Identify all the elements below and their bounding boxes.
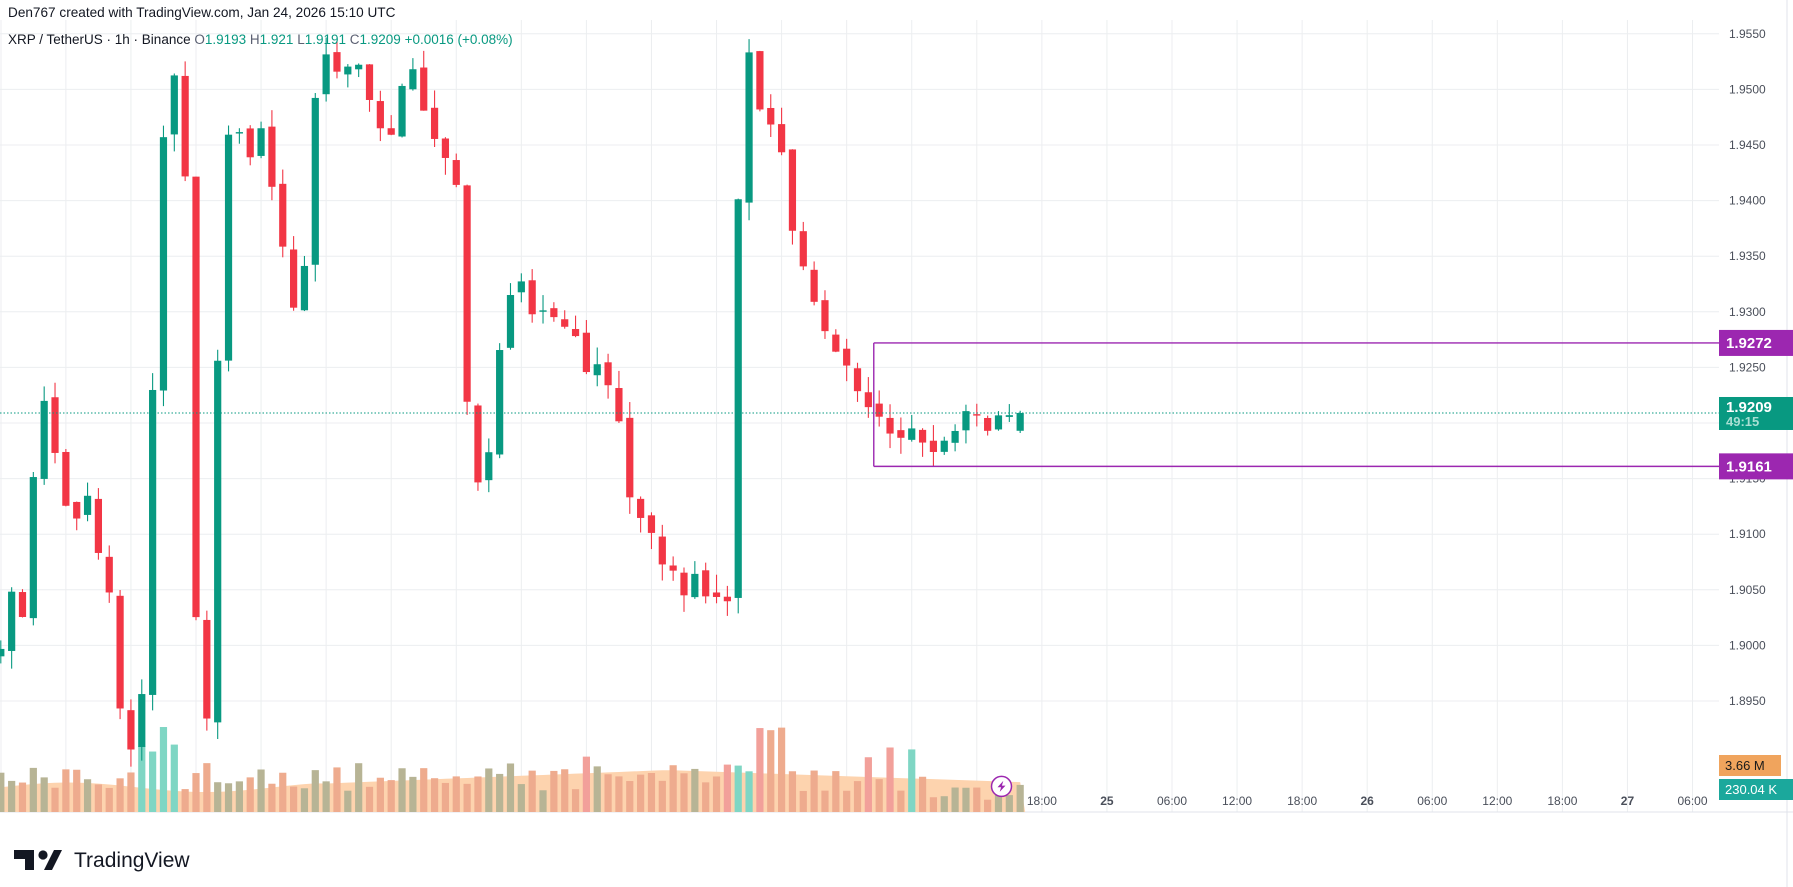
svg-text:1.9000: 1.9000: [1729, 638, 1766, 652]
svg-text:18:00: 18:00: [1547, 794, 1577, 808]
svg-text:25: 25: [1100, 794, 1114, 808]
svg-text:1.9300: 1.9300: [1729, 305, 1766, 319]
svg-text:1.9050: 1.9050: [1729, 583, 1766, 597]
svg-text:Den767 created with TradingVie: Den767 created with TradingView.com, Jan…: [8, 5, 396, 20]
svg-text:49:15: 49:15: [1726, 414, 1759, 429]
svg-text:18:00: 18:00: [1027, 794, 1057, 808]
svg-text:06:00: 06:00: [1157, 794, 1187, 808]
svg-text:26: 26: [1361, 794, 1375, 808]
svg-text:230.04 K: 230.04 K: [1725, 782, 1777, 797]
svg-text:27: 27: [1621, 794, 1635, 808]
svg-text:1.9500: 1.9500: [1729, 82, 1766, 96]
svg-text:1.8950: 1.8950: [1729, 694, 1766, 708]
svg-text:XRP / TetherUS · 1h · Binance: XRP / TetherUS · 1h · Binance O1.9193 H1…: [8, 32, 513, 47]
svg-text:12:00: 12:00: [1222, 794, 1252, 808]
svg-text:18:00: 18:00: [1287, 794, 1317, 808]
svg-text:06:00: 06:00: [1417, 794, 1447, 808]
svg-text:1.9550: 1.9550: [1729, 27, 1766, 41]
svg-text:1.9250: 1.9250: [1729, 360, 1766, 374]
svg-text:TradingView: TradingView: [74, 849, 190, 872]
svg-text:1.9350: 1.9350: [1729, 249, 1766, 263]
svg-text:1.9450: 1.9450: [1729, 138, 1766, 152]
svg-text:3.66 M: 3.66 M: [1725, 758, 1765, 773]
svg-text:1.9400: 1.9400: [1729, 194, 1766, 208]
svg-text:1.9272: 1.9272: [1726, 335, 1772, 352]
svg-text:1.9100: 1.9100: [1729, 527, 1766, 541]
svg-text:1.9161: 1.9161: [1726, 458, 1772, 475]
svg-text:06:00: 06:00: [1678, 794, 1708, 808]
svg-text:12:00: 12:00: [1482, 794, 1512, 808]
